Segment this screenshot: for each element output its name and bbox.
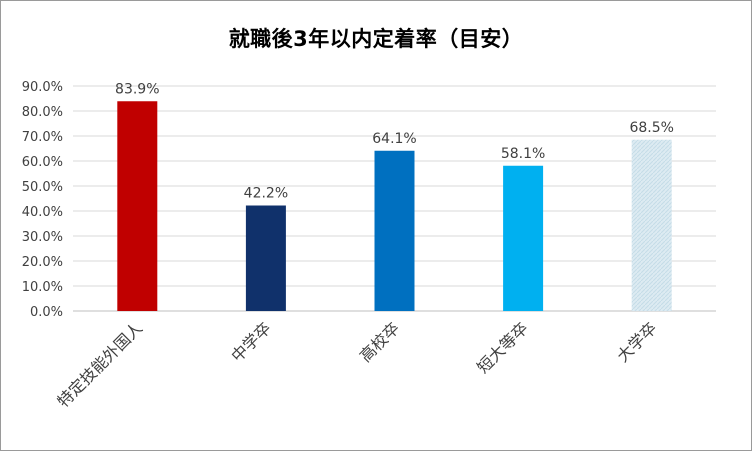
bar-2 [245, 205, 286, 311]
y-tick-label: 20.0% [22, 255, 63, 270]
x-category-label: 高校卒 [356, 318, 403, 365]
y-tick-label: 60.0% [22, 155, 63, 170]
data-label: 58.1% [501, 146, 545, 162]
bar-5 [631, 139, 672, 311]
chart-title: 就職後3年以内定着率（目安） [228, 27, 524, 51]
x-category-label: 特定技能外国人 [53, 318, 146, 411]
x-category-label: 中学卒 [227, 318, 274, 365]
x-category-label: 大学卒 [613, 318, 660, 365]
data-label: 42.2% [244, 186, 288, 202]
bar-1 [117, 101, 158, 311]
x-category-label: 短大等卒 [473, 318, 532, 377]
data-label: 68.5% [629, 120, 673, 136]
y-tick-label: 70.0% [22, 130, 63, 145]
y-tick-label: 0.0% [30, 305, 63, 320]
y-tick-label: 90.0% [22, 80, 63, 95]
data-label: 64.1% [372, 131, 416, 147]
bar-4 [503, 165, 544, 311]
data-label: 83.9% [115, 81, 159, 97]
y-tick-label: 50.0% [22, 180, 63, 195]
y-tick-label: 10.0% [22, 280, 63, 295]
bars [117, 101, 672, 311]
y-tick-label: 80.0% [22, 105, 63, 120]
bar-3 [374, 150, 415, 311]
y-tick-label: 30.0% [22, 230, 63, 245]
y-tick-label: 40.0% [22, 205, 63, 220]
